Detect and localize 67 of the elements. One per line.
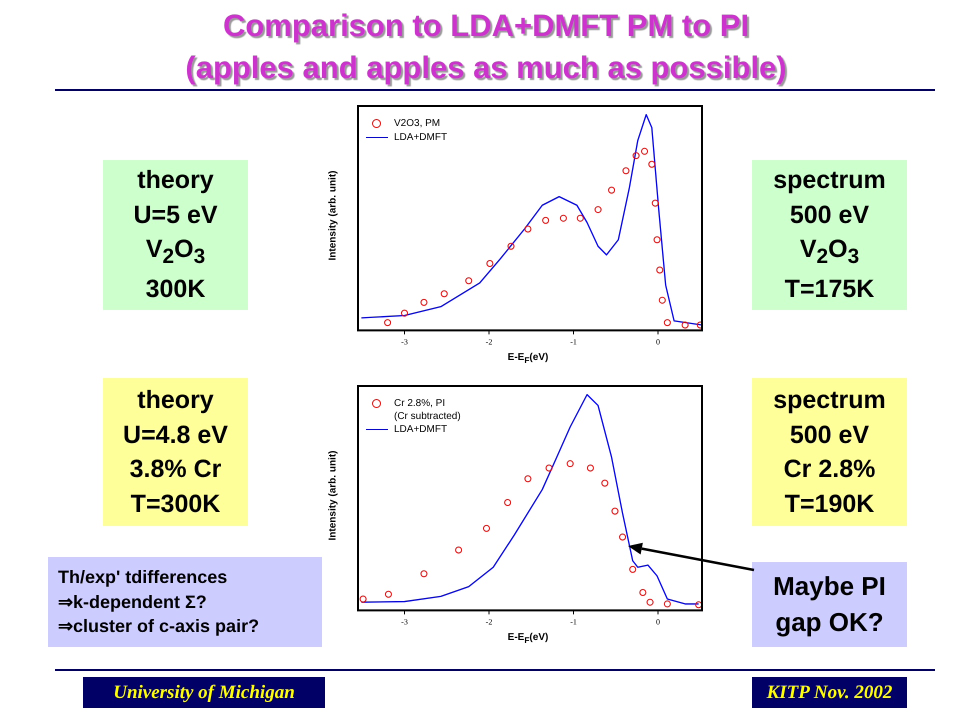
point [646, 598, 654, 606]
point [420, 570, 428, 578]
point [440, 290, 448, 298]
point [566, 460, 574, 468]
point [507, 242, 514, 250]
legend-label: LDA+DMFT [394, 424, 448, 436]
chart-subtitle: (apples and apples as much as possible) [184, 50, 788, 86]
point [465, 277, 472, 284]
point [648, 160, 656, 168]
text: spectrum 500 eV V$_{2}$O$_{3}$ T=175K [773, 165, 886, 306]
point [682, 322, 689, 329]
point [524, 475, 532, 482]
point [656, 266, 664, 274]
point [546, 464, 553, 472]
point [658, 296, 666, 304]
chart-title: Comparison to LDA+DMFT PM to PI [222, 8, 750, 44]
point [504, 499, 512, 506]
point [641, 148, 648, 155]
legend-label: LDA+DMFT [394, 132, 448, 144]
y-axis-title: Intensity (arb. unit) [328, 450, 338, 542]
x-tick-label: -2 [486, 337, 492, 346]
text: theory U=4.8 eV 3.8% Cr T=300K [123, 385, 228, 520]
text: spectrum 500 eV Cr 2.8% T=190K [773, 385, 886, 520]
x-tick-label: 0 [656, 617, 660, 626]
point [664, 600, 671, 608]
point [400, 310, 408, 317]
x-tick-label: -1 [570, 337, 577, 346]
x-tick-label: -1 [570, 617, 577, 626]
point [560, 214, 567, 222]
text: Th/exp' tdifferences ⇒k-dependent Σ? ⇒cluster of c-axis pair? [58, 566, 260, 638]
point [455, 546, 462, 554]
x-axis-title: E-E$_{F}$(eV) [506, 352, 550, 365]
point [619, 534, 626, 541]
point [542, 216, 550, 224]
point [482, 524, 490, 532]
point [420, 298, 428, 306]
point [629, 566, 636, 573]
x-tick-label: 0 [656, 337, 660, 346]
point [576, 214, 584, 222]
point [652, 200, 659, 207]
text: theory U=5 eV V$_{2}$O$_{3}$ 300K [133, 165, 218, 306]
point [654, 236, 661, 244]
point [384, 319, 392, 326]
point [632, 152, 640, 160]
point [608, 186, 616, 194]
point [611, 508, 618, 515]
point [384, 590, 392, 598]
x-tick-label: -2 [486, 617, 492, 626]
point [639, 588, 646, 596]
point [486, 260, 494, 268]
x-tick-label: -3 [401, 337, 408, 346]
text: Maybe PI gap OK? [773, 570, 886, 638]
point [664, 319, 671, 326]
y-axis-title: Intensity (arb. unit) [328, 170, 338, 262]
x-tick-label: -3 [401, 617, 408, 626]
point [594, 206, 602, 214]
legend-label: V2O3, PM [394, 118, 440, 130]
point [601, 480, 608, 487]
point [524, 225, 532, 232]
point [360, 595, 367, 602]
point [586, 464, 594, 472]
point [622, 167, 630, 174]
x-axis-title: E-E$_{F}$(eV) [506, 632, 550, 645]
point [695, 601, 702, 608]
text: KITP Nov. 2002 [766, 682, 892, 704]
text: University of Michigan [113, 682, 295, 704]
legend-label: Cr 2.8%, PI (Cr subtracted) [394, 398, 461, 423]
